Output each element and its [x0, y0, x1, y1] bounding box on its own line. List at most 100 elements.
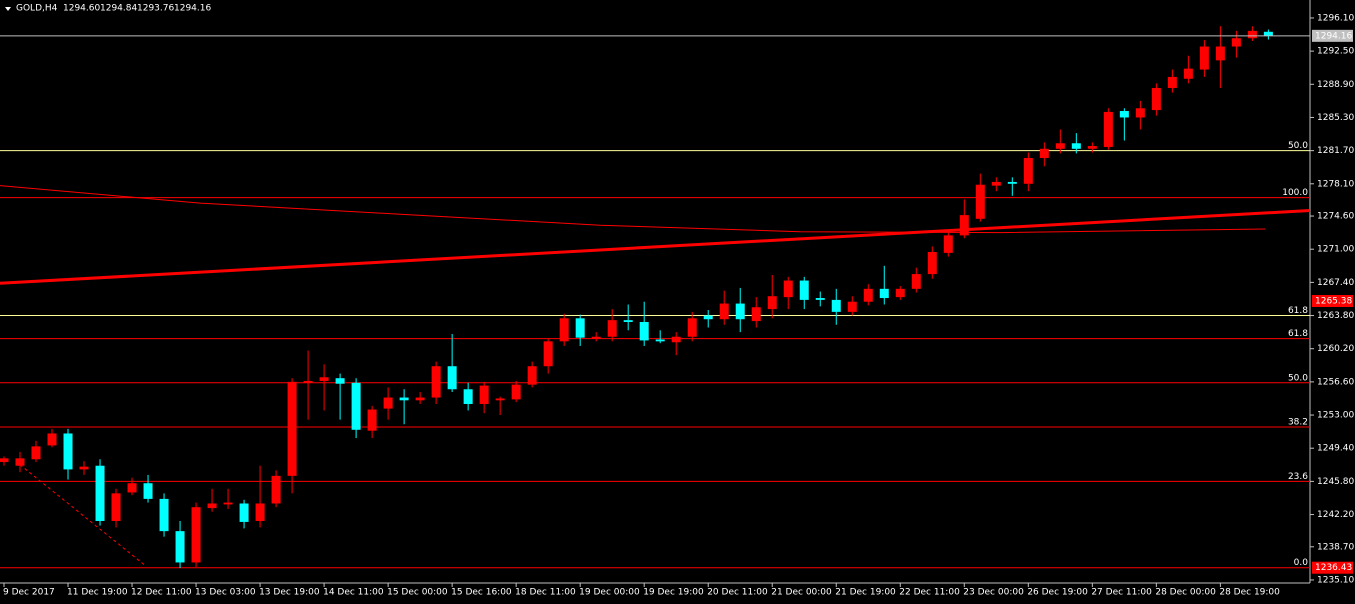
candle-body: [623, 320, 633, 322]
candle-body: [655, 339, 665, 342]
candle-body: [319, 377, 329, 381]
candle-body: [607, 320, 617, 337]
x-tick-label: 27 Dec 11:00: [1091, 588, 1152, 598]
indicator-line: [19, 464, 146, 566]
x-tick-label: 15 Dec 00:00: [387, 588, 448, 598]
y-tick-label: 1242.20: [1317, 510, 1354, 520]
candle-body: [1007, 181, 1017, 184]
candle-body: [447, 366, 457, 390]
candle-body: [527, 366, 537, 385]
symbol-title: GOLD,H4: [16, 4, 58, 14]
x-tick-label: 19 Dec 19:00: [643, 588, 704, 598]
candle-body: [223, 502, 233, 505]
candle-body: [287, 381, 297, 476]
price-tag: [1312, 561, 1353, 574]
candle-body: [367, 409, 377, 431]
y-tick-label: 1263.80: [1317, 311, 1354, 321]
y-tick-label: 1267.40: [1317, 278, 1354, 288]
candle-body: [127, 483, 137, 493]
candle-body: [191, 507, 201, 563]
candle-body: [495, 398, 505, 401]
candle-body: [767, 296, 777, 310]
candle-body: [463, 389, 473, 404]
x-tick-label: 22 Dec 11:00: [899, 588, 960, 598]
candle-body: [1055, 143, 1065, 149]
candle-body: [959, 215, 969, 236]
y-tick-label: 1235.10: [1317, 575, 1354, 585]
candle-body: [1039, 148, 1049, 159]
x-tick-label: 14 Dec 11:00: [323, 588, 384, 598]
candle-body: [783, 280, 793, 298]
level-label: 100.0: [1282, 188, 1308, 198]
x-tick-label: 15 Dec 16:00: [451, 588, 512, 598]
candle-body: [799, 280, 809, 300]
candle-body: [895, 288, 905, 298]
y-tick-label: 1249.40: [1317, 444, 1354, 454]
candle-body: [239, 503, 249, 522]
candle-body: [927, 251, 937, 275]
candle-body: [1247, 30, 1257, 39]
header-value: 1294.16: [174, 4, 211, 14]
candle-body: [31, 446, 41, 460]
level-label: 23.6: [1288, 472, 1308, 482]
y-tick-label: 1296.10: [1317, 13, 1354, 23]
x-tick-label: 21 Dec 19:00: [835, 588, 896, 598]
price-tag: [1312, 29, 1353, 42]
candle-body: [1167, 76, 1177, 88]
y-tick-label: 1288.90: [1317, 80, 1354, 90]
y-tick-label: 1274.60: [1317, 212, 1354, 222]
x-tick-label: 20 Dec 11:00: [707, 588, 768, 598]
header-value: 1294.60: [63, 4, 100, 14]
candle-body: [0, 458, 9, 463]
y-tick-label: 1271.00: [1317, 245, 1354, 255]
price-tag-label: 1294.16: [1315, 31, 1352, 41]
y-tick-label: 1253.00: [1317, 411, 1354, 421]
x-tick-label: 21 Dec 00:00: [771, 588, 832, 598]
candle-body: [1231, 38, 1241, 47]
level-label: 61.8: [1288, 329, 1308, 339]
candle-body: [943, 235, 953, 253]
candle-body: [863, 288, 873, 302]
candle-body: [1151, 87, 1161, 111]
candle-body: [47, 433, 57, 446]
y-tick-label: 1278.10: [1317, 179, 1354, 189]
candle-body: [383, 397, 393, 409]
candle-body: [703, 315, 713, 320]
candle-body: [1215, 46, 1225, 61]
candle-body: [1071, 143, 1081, 149]
x-tick-label: 23 Dec 00:00: [963, 588, 1024, 598]
x-tick-label: 13 Dec 03:00: [195, 588, 256, 598]
candle-body: [735, 303, 745, 320]
candle-body: [143, 483, 153, 499]
y-tick-label: 1245.80: [1317, 477, 1354, 487]
candle-body: [303, 380, 313, 383]
candle-body: [591, 336, 601, 339]
x-tick-label: 12 Dec 11:00: [131, 588, 192, 598]
price-tag-label: 1236.43: [1315, 563, 1352, 573]
candle-body: [255, 503, 265, 521]
candle-body: [175, 531, 185, 563]
x-tick-label: 28 Dec 00:00: [1155, 588, 1216, 598]
x-tick-label: 11 Dec 19:00: [67, 588, 128, 598]
candle-body: [415, 397, 425, 401]
menu-triangle[interactable]: [5, 7, 11, 11]
y-tick-label: 1292.50: [1317, 47, 1354, 57]
candle-body: [207, 503, 217, 509]
candle-body: [399, 397, 409, 401]
candle-body: [1263, 31, 1273, 36]
candle-body: [79, 466, 89, 470]
candle-body: [639, 321, 649, 341]
x-tick-label: 18 Dec 11:00: [515, 588, 576, 598]
y-tick-label: 1285.30: [1317, 113, 1354, 123]
candle-body: [1199, 46, 1209, 70]
candle-body: [911, 274, 921, 289]
candle-body: [479, 385, 489, 404]
y-tick-label: 1281.70: [1317, 146, 1354, 156]
level-label: 50.0: [1288, 141, 1308, 151]
candle-body: [751, 307, 761, 322]
candle-body: [431, 366, 441, 398]
x-tick-label: 19 Dec 00:00: [579, 588, 640, 598]
candle-body: [879, 288, 889, 299]
indicator-line: [0, 209, 1311, 285]
